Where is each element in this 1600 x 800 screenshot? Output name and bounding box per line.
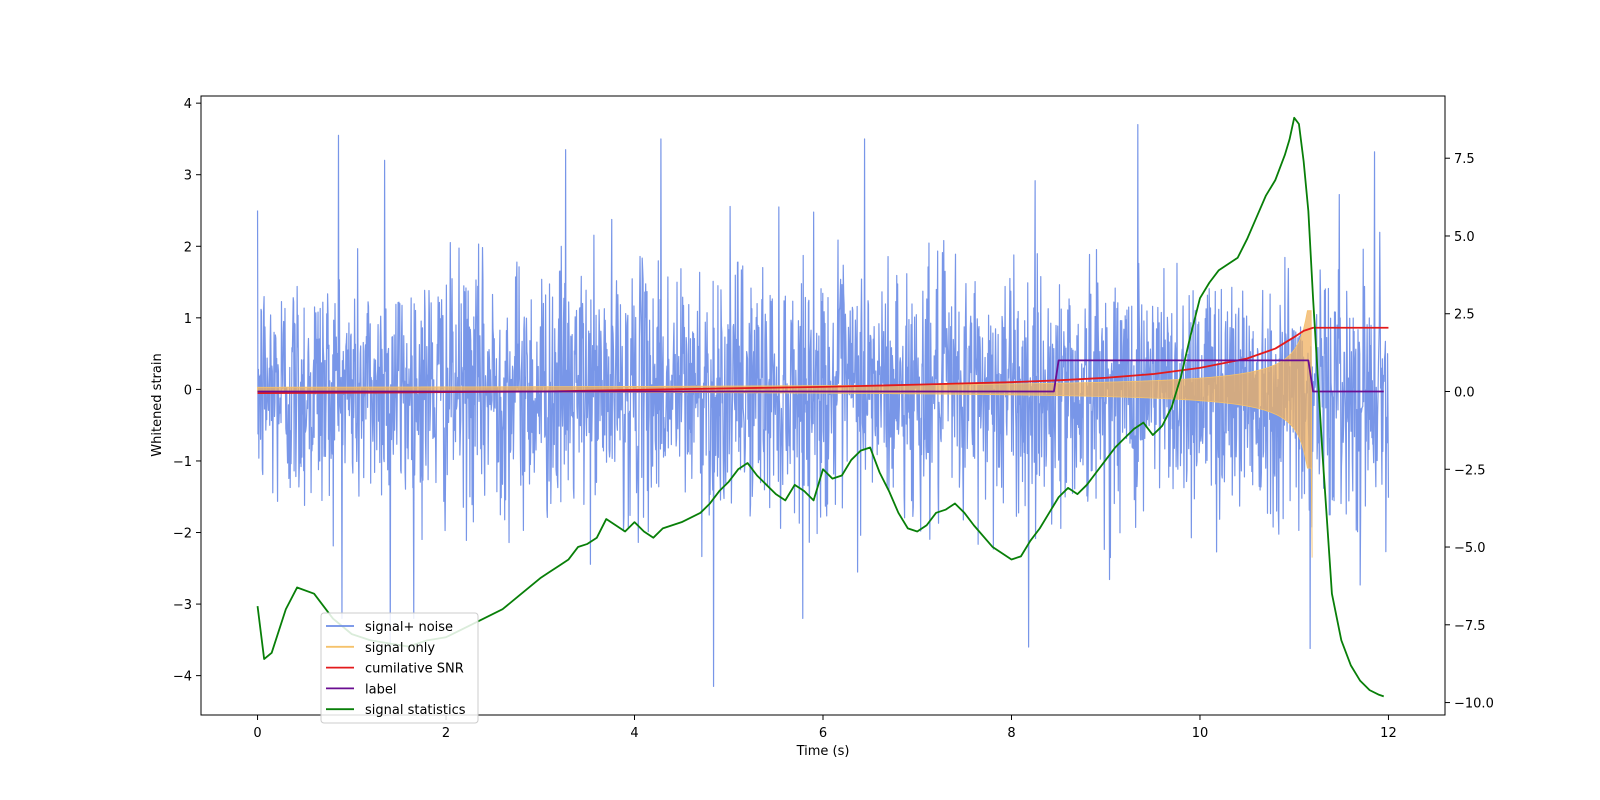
y2-tick-label: 2.5	[1454, 308, 1475, 323]
y-tick-label: −2	[173, 527, 192, 542]
legend-item: label	[326, 682, 396, 697]
plot-area	[256, 116, 1390, 698]
x-tick-label: 12	[1380, 726, 1397, 741]
y-tick-label: −3	[173, 598, 192, 613]
x-axis-label: Time (s)	[796, 744, 850, 759]
y2-tick-label: −2.5	[1454, 463, 1486, 478]
series-line	[257, 359, 1384, 393]
y2-tick-label: 5.0	[1454, 230, 1475, 245]
legend-label: label	[365, 682, 396, 697]
y-tick-label: 1	[184, 312, 192, 327]
x-tick-label: 8	[1007, 726, 1015, 741]
y2-tick-label: 7.5	[1454, 152, 1475, 167]
y-tick-label: −4	[173, 670, 192, 685]
y-tick-label: −1	[173, 455, 192, 470]
legend-label: signal+ noise	[365, 620, 453, 635]
y-tick-label: 2	[184, 240, 192, 255]
y-axis-right: −10.0 −7.5 −5.0 −2.5 0.0 2.5 5.0 7.5	[1445, 152, 1494, 712]
x-tick-label: 2	[442, 726, 450, 741]
y-tick-label: 3	[184, 169, 192, 184]
legend-item: signal only	[326, 641, 435, 656]
x-tick-label: 0	[253, 726, 261, 741]
legend-label: signal statistics	[365, 703, 466, 718]
legend-label: cumilative SNR	[365, 662, 464, 677]
y-tick-label: 0	[184, 383, 192, 398]
y2-tick-label: −5.0	[1454, 541, 1486, 556]
y2-tick-label: −7.5	[1454, 619, 1486, 634]
legend-box	[320, 612, 479, 724]
x-tick-label: 10	[1192, 726, 1209, 741]
legend-item: signal statistics	[326, 703, 466, 718]
series-label	[257, 359, 1384, 393]
y-tick-label: 4	[184, 97, 192, 112]
x-tick-label: 4	[630, 726, 638, 741]
y-axis-label: Whitened strain	[150, 353, 165, 456]
series-signal-statistics	[256, 116, 1385, 698]
y-axis-left: −4 −3 −2 −1 0 1 2 3 4	[173, 97, 201, 685]
legend-item: cumilative SNR	[326, 662, 464, 677]
series-line	[256, 116, 1385, 698]
legend: signal+ noise signal only cumilative SNR la…	[320, 612, 479, 724]
y2-tick-label: 0.0	[1454, 386, 1475, 401]
legend-item: signal+ noise	[326, 620, 453, 635]
y2-tick-label: −10.0	[1454, 697, 1494, 712]
legend-label: signal only	[365, 641, 435, 656]
x-tick-label: 6	[819, 726, 827, 741]
